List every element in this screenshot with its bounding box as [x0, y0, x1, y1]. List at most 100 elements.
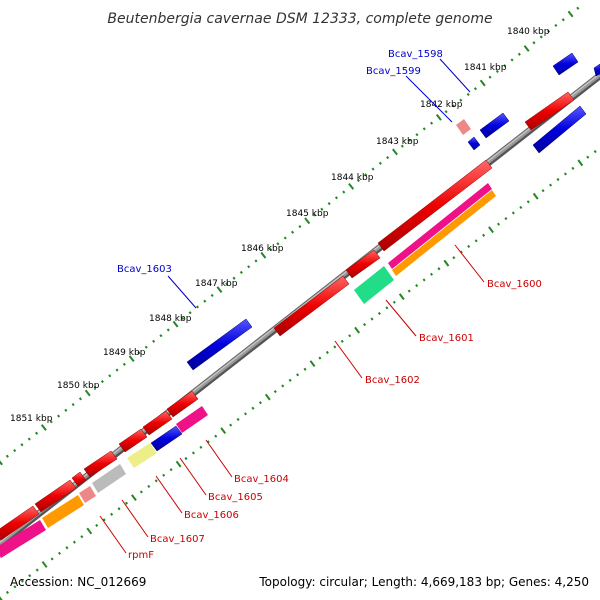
major-tick: [398, 293, 405, 301]
minor-tick: [57, 551, 62, 555]
gene-feature[interactable]: [150, 425, 183, 452]
gene-label-bcav-1600[interactable]: Bcav_1600: [487, 279, 542, 290]
minor-tick: [296, 373, 300, 377]
major-tick: [84, 389, 91, 397]
gene-feature[interactable]: [118, 428, 148, 453]
gene-feature[interactable]: [377, 159, 493, 252]
major-tick: [264, 393, 271, 401]
minor-tick: [370, 317, 374, 321]
minor-tick: [137, 351, 141, 355]
minor-tick: [571, 166, 575, 170]
major-tick: [354, 326, 361, 334]
minor-tick: [124, 501, 129, 505]
minor-tick: [430, 121, 434, 125]
gene-feature[interactable]: [142, 410, 173, 436]
minor-tick: [5, 454, 9, 458]
minor-tick: [378, 161, 382, 165]
gene-feature[interactable]: [467, 136, 481, 151]
minor-tick: [510, 58, 514, 62]
major-tick: [172, 320, 179, 328]
major-tick: [260, 251, 267, 259]
scale-label-1851: 1851 kbp: [10, 414, 53, 424]
gene-feature[interactable]: [479, 112, 510, 139]
minor-tick: [72, 540, 76, 544]
major-tick: [479, 79, 486, 87]
minor-tick: [386, 155, 390, 160]
genome-summary-text: Topology: circular; Length: 4,669,183 bp…: [258, 575, 589, 589]
scale-label-1842: 1842 kbp: [420, 100, 463, 110]
gene-feature[interactable]: [532, 105, 587, 154]
gene-label-bcav-1601[interactable]: Bcav_1601: [419, 333, 474, 344]
gene-label-bcav-1603[interactable]: Bcav_1603: [117, 264, 172, 275]
minor-tick: [541, 189, 545, 193]
scale-label-1843: 1843 kbp: [376, 137, 419, 147]
gene-feature[interactable]: [83, 450, 118, 478]
minor-tick: [115, 368, 119, 372]
gene-feature[interactable]: [0, 505, 40, 541]
minor-tick: [80, 535, 84, 539]
gene-label-bcav-1598[interactable]: Bcav_1598: [388, 49, 443, 60]
gene-feature[interactable]: [166, 390, 199, 418]
minor-tick: [392, 300, 396, 304]
minor-tick: [147, 484, 151, 488]
minor-tick: [27, 437, 31, 441]
minor-tick: [400, 144, 404, 148]
minor-tick: [35, 431, 39, 435]
minor-tick: [467, 244, 471, 248]
minor-tick: [102, 518, 106, 522]
major-tick: [443, 259, 450, 267]
major-tick: [435, 113, 442, 121]
minor-tick: [511, 211, 515, 215]
gene-feature[interactable]: [345, 249, 381, 279]
minor-tick: [526, 200, 530, 204]
minor-tick: [415, 133, 419, 137]
minor-tick: [93, 385, 97, 389]
gene-label-bcav-1599[interactable]: Bcav_1599: [366, 66, 421, 77]
minor-tick: [303, 367, 307, 371]
gene-feature[interactable]: [34, 479, 77, 513]
gene-feature[interactable]: [552, 52, 579, 76]
gene-feature[interactable]: [524, 91, 575, 131]
minor-tick: [415, 283, 419, 288]
minor-tick: [184, 456, 188, 461]
major-tick: [304, 217, 311, 225]
track-feature: [92, 464, 126, 493]
scale-labels: 1840 kbp 1841 kbp 1842 kbp 1843 kbp 1844…: [10, 27, 550, 424]
major-tick: [309, 360, 316, 367]
gene-label-bcav-1604[interactable]: Bcav_1604: [234, 474, 289, 485]
major-tick: [131, 494, 137, 501]
gene-feature[interactable]: [593, 63, 600, 77]
minor-tick: [532, 41, 536, 45]
gene-label-bcav-1605[interactable]: Bcav_1605: [208, 492, 263, 503]
gene-feature[interactable]: [186, 318, 253, 371]
gene-label-bcav-1607[interactable]: Bcav_1607: [150, 534, 205, 545]
minor-tick: [342, 190, 346, 194]
minor-tick: [78, 397, 82, 401]
track-feature: [79, 486, 96, 503]
minor-tick: [348, 334, 352, 338]
minor-tick: [152, 339, 156, 343]
minor-tick: [108, 374, 112, 378]
gene-feature[interactable]: [71, 471, 87, 487]
gene-feature[interactable]: [273, 275, 350, 337]
minor-tick: [320, 207, 324, 211]
minor-tick: [422, 278, 426, 282]
minor-tick: [364, 173, 368, 177]
major-tick: [532, 192, 539, 200]
gene-label-bcav-1606[interactable]: Bcav_1606: [184, 510, 239, 521]
scale-label-1850: 1850 kbp: [57, 381, 100, 391]
reverse-strand-genes: [150, 52, 600, 452]
minor-tick: [363, 322, 367, 327]
gene-label-rpmf[interactable]: rpmF: [128, 550, 154, 561]
gene-label-bcav-1602[interactable]: Bcav_1602: [365, 375, 420, 386]
major-tick: [220, 427, 227, 434]
minor-tick: [49, 420, 53, 424]
gene-labels: Bcav_1598 Bcav_1599 Bcav_1603 Bcav_1600 …: [117, 49, 542, 561]
track-feature: [388, 183, 492, 269]
minor-tick: [64, 408, 68, 412]
minor-tick: [5, 590, 9, 595]
major-tick: [0, 596, 3, 600]
track-feature: [354, 266, 394, 304]
minor-tick: [488, 75, 492, 79]
minor-tick: [429, 272, 434, 276]
